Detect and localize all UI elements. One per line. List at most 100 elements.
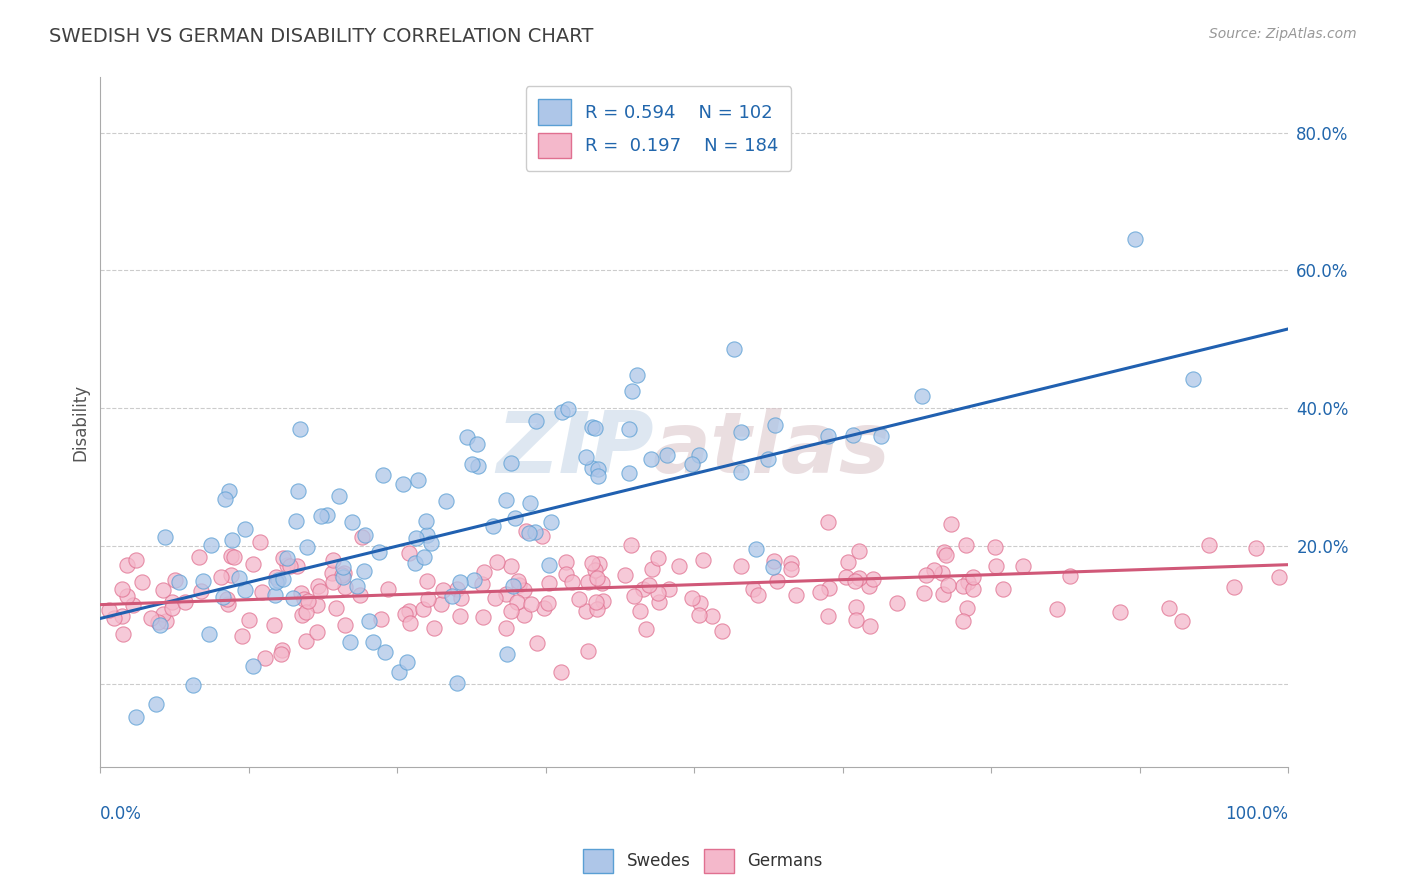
Point <box>145 697 167 711</box>
Point <box>115 590 138 604</box>
Point <box>218 483 240 498</box>
Point <box>292 592 315 607</box>
Point <box>214 491 236 506</box>
Point <box>583 421 606 435</box>
Point <box>307 599 329 613</box>
Point <box>217 591 239 606</box>
Point <box>779 562 801 576</box>
Point <box>520 597 543 611</box>
Point <box>432 583 454 598</box>
Point <box>354 528 377 542</box>
Point <box>983 540 1005 554</box>
Point <box>952 614 974 628</box>
Point <box>325 601 347 615</box>
Point <box>377 582 399 596</box>
Point <box>449 575 471 590</box>
Point <box>242 557 264 571</box>
Point <box>446 676 468 690</box>
Point <box>763 417 786 432</box>
Point <box>634 623 657 637</box>
Point <box>912 586 935 600</box>
Point <box>219 567 242 582</box>
Text: atlas: atlas <box>652 408 890 491</box>
Text: SWEDISH VS GERMAN DISABILITY CORRELATION CHART: SWEDISH VS GERMAN DISABILITY CORRELATION… <box>49 27 593 45</box>
Point <box>932 545 955 559</box>
Point <box>373 468 395 483</box>
Point <box>583 563 606 577</box>
Point <box>762 559 785 574</box>
Point <box>264 570 287 584</box>
Point <box>585 594 607 608</box>
Point <box>581 420 603 434</box>
Point <box>568 591 591 606</box>
Point <box>461 457 484 471</box>
Point <box>886 596 908 610</box>
Point <box>388 665 411 679</box>
Point <box>111 609 134 624</box>
Point <box>519 496 541 510</box>
Point <box>395 656 418 670</box>
Point <box>486 555 509 569</box>
Point <box>626 368 648 382</box>
Point <box>586 571 609 585</box>
Point <box>512 583 534 598</box>
Point <box>658 582 681 596</box>
Point <box>991 582 1014 596</box>
Point <box>357 615 380 629</box>
Point <box>530 529 553 543</box>
Point <box>423 621 446 635</box>
Point <box>285 559 308 574</box>
Point <box>181 678 204 692</box>
Point <box>398 546 420 560</box>
Point <box>936 578 959 592</box>
Point <box>139 611 162 625</box>
Point <box>756 451 779 466</box>
Text: 100.0%: 100.0% <box>1225 805 1288 823</box>
Point <box>592 593 614 607</box>
Point <box>859 619 882 633</box>
Point <box>931 587 953 601</box>
Point <box>506 574 529 589</box>
Point <box>152 583 174 598</box>
Point <box>152 607 174 621</box>
Point <box>221 533 243 548</box>
Point <box>167 575 190 590</box>
Point <box>346 579 368 593</box>
Point <box>249 534 271 549</box>
Point <box>200 538 222 552</box>
Point <box>193 574 215 588</box>
Point <box>222 550 245 565</box>
Point <box>538 576 561 591</box>
Point <box>501 559 523 574</box>
Text: ZIP: ZIP <box>496 408 654 491</box>
Point <box>817 516 839 530</box>
Point <box>1123 232 1146 246</box>
Point <box>231 629 253 643</box>
Point <box>586 469 609 483</box>
Point <box>842 428 865 442</box>
Point <box>681 457 703 471</box>
Point <box>153 530 176 544</box>
Legend: Swedes, Germans: Swedes, Germans <box>576 842 830 880</box>
Point <box>484 591 506 605</box>
Point <box>449 609 471 624</box>
Point <box>631 582 654 596</box>
Point <box>465 437 488 451</box>
Point <box>288 422 311 436</box>
Point <box>524 524 547 539</box>
Point <box>858 579 880 593</box>
Point <box>270 642 292 657</box>
Point <box>471 577 494 591</box>
Point <box>499 456 522 470</box>
Point <box>404 556 426 570</box>
Point <box>412 549 434 564</box>
Point <box>308 579 330 593</box>
Point <box>869 429 891 443</box>
Point <box>271 550 294 565</box>
Point <box>647 551 669 566</box>
Point <box>155 614 177 628</box>
Point <box>648 595 671 609</box>
Point <box>710 624 733 638</box>
Point <box>533 601 555 615</box>
Point <box>266 575 288 590</box>
